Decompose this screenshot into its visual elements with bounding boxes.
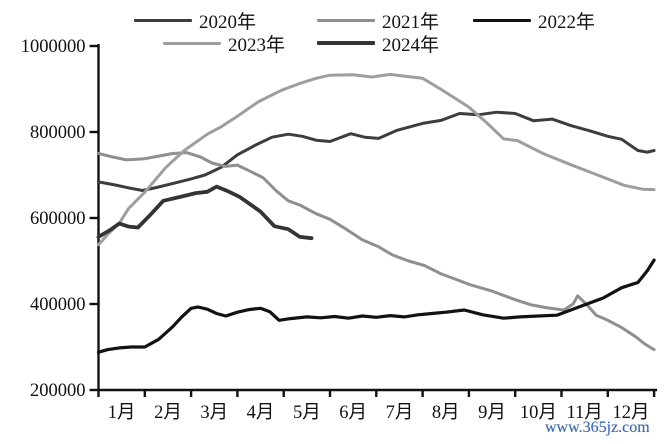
watermark-text: www.365jz.com: [545, 419, 650, 436]
series-line-2021: [97, 151, 656, 352]
legend-label: 2023年: [228, 34, 286, 56]
x-axis-label: 9月: [478, 403, 506, 423]
legend-line-swatch: [134, 18, 192, 22]
legend-label: 2020年: [199, 11, 257, 33]
legend-line-swatch: [163, 41, 221, 45]
y-axis-label: 200000: [30, 381, 86, 401]
y-axis-label: 400000: [30, 295, 86, 315]
x-axis-label: 11月: [566, 403, 602, 423]
legend-label: 2021年: [382, 11, 440, 33]
x-axis-label: 6月: [339, 403, 367, 423]
x-axis-label: 7月: [386, 403, 414, 423]
y-axis-label: 1000000: [21, 37, 86, 57]
legend-item-2020: 2020年: [134, 8, 257, 33]
series-line-2023: [97, 72, 656, 247]
legend-line-swatch: [317, 41, 375, 45]
y-axis-label: 800000: [30, 123, 86, 143]
legend-item-2024: 2024年: [317, 31, 440, 56]
legend-line-swatch: [473, 18, 531, 22]
x-axis-label: 1月: [108, 403, 136, 423]
legend-line-swatch: [317, 18, 375, 22]
series-line-2022: [96, 258, 656, 354]
x-axis-label: 3月: [200, 403, 228, 423]
x-axis-label: 4月: [247, 403, 275, 423]
series-line-2024: [96, 184, 314, 241]
x-axis-label: 5月: [293, 403, 321, 423]
x-axis-label: 8月: [432, 403, 460, 423]
legend-item-2023: 2023年: [163, 31, 286, 56]
legend-item-2022: 2022年: [473, 8, 596, 33]
x-axis-label: 10月: [520, 403, 557, 423]
y-axis-label: 600000: [30, 209, 86, 229]
x-axis-label: 12月: [612, 403, 649, 423]
legend-label: 2022年: [538, 11, 596, 33]
legend-item-2021: 2021年: [317, 8, 440, 33]
legend-label: 2024年: [382, 34, 440, 56]
series-line-2020: [97, 110, 656, 192]
x-axis-label: 2月: [154, 403, 182, 423]
